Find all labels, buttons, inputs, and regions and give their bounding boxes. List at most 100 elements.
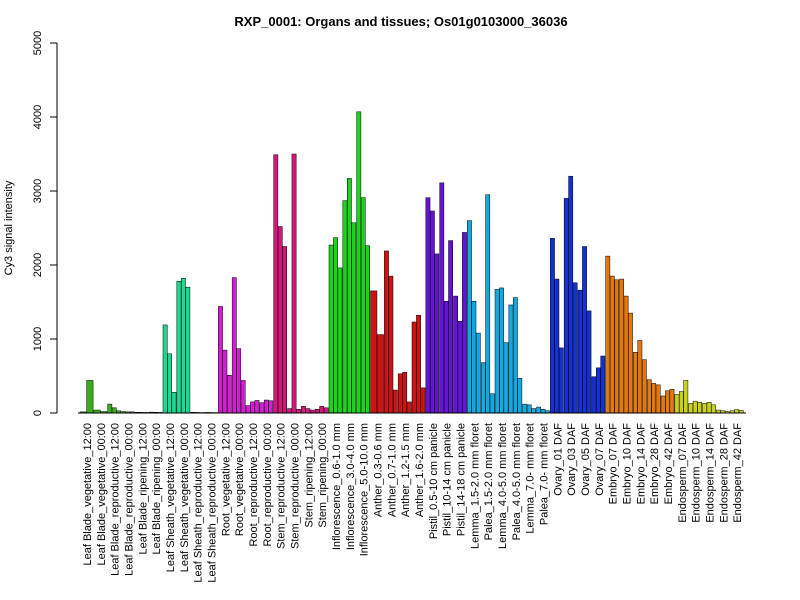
y-tick-label: 3000	[32, 179, 44, 203]
y-axis: 0 1000 2000 3000 4000 5000	[32, 31, 58, 416]
bar	[356, 111, 362, 414]
bar	[365, 245, 370, 414]
x-tick-label: Inflorescence_0.6-1.0 mm	[331, 423, 343, 550]
bar	[660, 395, 666, 414]
bar	[605, 255, 611, 414]
bar	[236, 348, 242, 414]
bar	[314, 409, 320, 414]
bar	[107, 403, 113, 414]
bar	[688, 403, 694, 414]
x-tick-label: Stem_ripening_12:00	[303, 423, 315, 528]
x-tick-label: Palea_1.5-2.0 mm floret	[483, 423, 495, 540]
bar	[443, 301, 449, 414]
bar	[563, 198, 569, 414]
x-tick-label: Leaf Blade_ripening_12:00	[137, 423, 149, 555]
bar	[416, 315, 421, 414]
y-tick-label: 2000	[32, 253, 44, 277]
x-tick-label: Leaf Blade_reproductive_00:00	[123, 423, 135, 576]
x-tick-label: Inflorescence_5.0-10.0 mm	[359, 423, 371, 556]
bar	[591, 376, 597, 414]
bar	[503, 342, 509, 414]
bar	[425, 197, 431, 414]
bar	[526, 404, 532, 414]
bar	[614, 279, 620, 414]
bar	[370, 290, 378, 414]
bar	[420, 387, 426, 414]
bar	[522, 403, 528, 414]
bar	[683, 380, 689, 414]
bar	[319, 406, 325, 414]
bar	[550, 238, 555, 414]
bar	[185, 286, 191, 414]
x-tick-label: Stem_reproductive_00:00	[289, 423, 301, 549]
x-tick-label: Ovary_07 DAF	[594, 423, 606, 496]
x-tick-label: Lemma_7.0- mm floret	[525, 423, 537, 534]
x-tick-label: Anther_0.7-1.0 mm	[386, 423, 398, 517]
bar	[411, 321, 417, 414]
bar	[277, 226, 283, 414]
bar	[467, 220, 472, 414]
bar	[692, 400, 698, 414]
bar	[226, 375, 232, 414]
bar	[430, 210, 435, 414]
bar	[301, 406, 306, 414]
bar	[296, 409, 301, 414]
x-tick-label: Pistil_14-18 cm panicle	[455, 423, 467, 536]
x-tick-label: Stem_reproductive_12:00	[276, 423, 288, 549]
bar	[628, 312, 633, 414]
bar	[250, 401, 255, 414]
bar	[457, 320, 463, 414]
bar	[453, 295, 458, 414]
x-tick-label: Root_reproductive_00:00	[262, 423, 274, 547]
bar	[485, 194, 491, 414]
bar	[471, 301, 477, 414]
bar	[609, 275, 615, 414]
bar	[623, 295, 629, 414]
bar	[176, 281, 182, 414]
bar	[600, 355, 606, 414]
bar	[245, 405, 251, 414]
x-tick-label: Leaf Blade_ripening_00:00	[151, 423, 163, 555]
bar	[397, 373, 403, 414]
bar	[448, 240, 453, 414]
y-axis-label: Cy3 signal intensity	[3, 180, 15, 275]
x-tick-label: Lemma_1.5-2.0 mm floret	[469, 423, 481, 549]
bar	[264, 399, 269, 414]
bar	[273, 154, 279, 414]
bar	[619, 278, 624, 414]
x-tick-label: Leaf Sheath_reproductive_12:00	[193, 423, 205, 583]
x-tick-label: Leaf Sheath_reproductive_00:00	[206, 423, 218, 583]
bar	[475, 332, 481, 414]
bar	[376, 334, 384, 414]
x-tick-label: Anther_0.3-0.6 mm	[372, 423, 384, 517]
bar	[637, 340, 643, 414]
bar	[536, 406, 541, 414]
x-tick-label: Leaf Blade_vegetative_12:00	[82, 423, 94, 566]
bar	[402, 372, 408, 414]
x-tick-label: Root_reproductive_12:00	[248, 423, 260, 547]
bar	[517, 377, 523, 414]
bar	[111, 407, 117, 414]
bar	[287, 408, 292, 414]
x-tick-label: Leaf Blade_reproductive_12:00	[110, 423, 122, 576]
x-tick-label: Leaf Sheath_vegetative_00:00	[179, 423, 191, 572]
bar	[508, 304, 514, 414]
bar	[268, 400, 274, 414]
x-tick-label: Anther_1.6-2.0 mm	[414, 423, 426, 517]
bar	[665, 390, 670, 414]
bar	[513, 297, 518, 414]
x-tick-label: Root_vegetative_12:00	[220, 423, 232, 536]
bar	[489, 393, 495, 414]
bar	[577, 289, 583, 414]
bar	[342, 200, 348, 414]
x-tick-label: Lemma_4.0-5.0 mm floret	[497, 423, 509, 549]
bar	[162, 324, 168, 414]
x-tick-label: Endosperm_07 DAF	[677, 423, 689, 523]
bar	[392, 389, 398, 414]
bar	[305, 408, 311, 414]
bar	[568, 175, 574, 414]
bar	[240, 380, 246, 414]
bar	[572, 282, 578, 414]
x-tick-label: Endosperm_14 DAF	[704, 423, 716, 523]
bar	[462, 232, 467, 414]
